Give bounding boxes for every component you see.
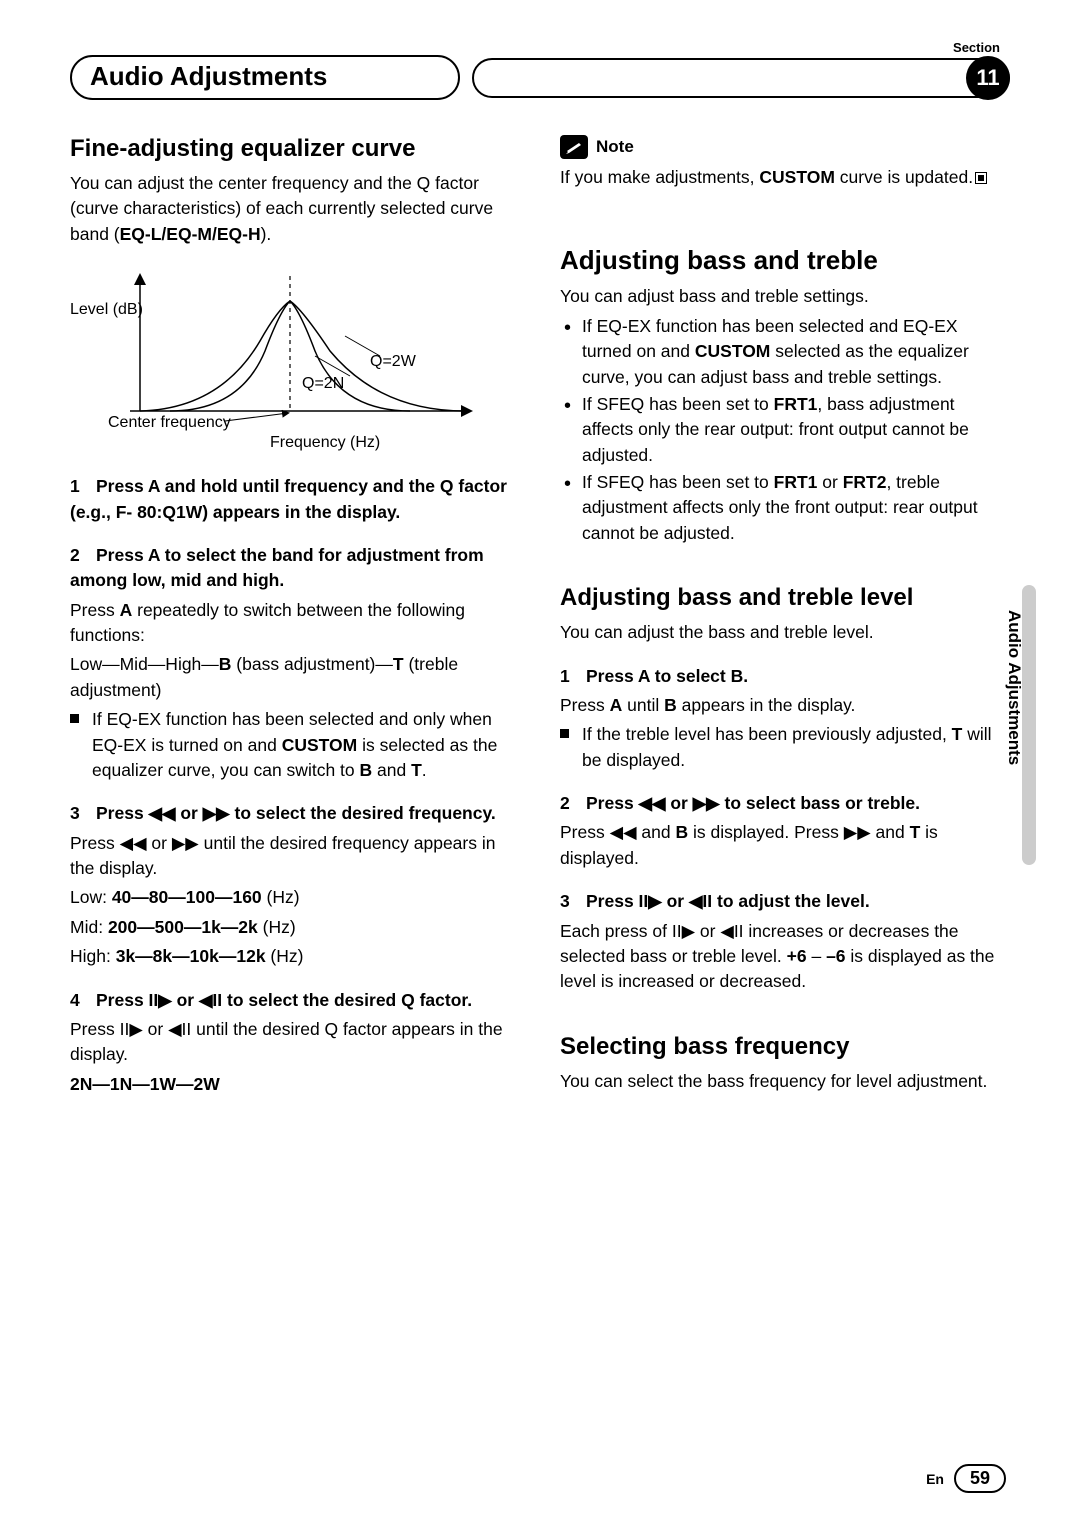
chapter-title: Audio Adjustments [90,61,327,92]
note-icon [560,135,588,159]
section-capsule: 11 [472,58,1010,98]
freq-low: Low: 40—80—100—160 (Hz) [70,885,520,910]
step-4: 4Press II▶ or ◀II to select the desired … [70,988,520,1013]
right-column: Note If you make adjustments, CUSTOM cur… [560,135,1010,1101]
level-intro: You can adjust the bass and treble level… [560,620,1010,645]
freq-high: High: 3k—8k—10k—12k (Hz) [70,944,520,969]
diagram-level-label: Level (dB) [70,301,143,318]
heading-adjust-bass-treble: Adjusting bass and treble [560,245,1010,276]
footer-page: 59 [954,1464,1006,1493]
lvl-step-1: 1Press A to select B. [560,664,1010,689]
step-2-body-1: Press A repeatedly to switch between the… [70,598,520,649]
heading-level: Adjusting bass and treble level [560,584,1010,612]
side-tab-bg [1022,585,1036,865]
select-bass-intro: You can select the bass frequency for le… [560,1069,1010,1094]
lvl-step-1-note: If the treble level has been previously … [560,722,1010,773]
freq-mid: Mid: 200—500—1k—2k (Hz) [70,915,520,940]
diagram-q2n: Q=2N [302,375,344,392]
end-mark-icon [975,172,987,184]
diagram-q2w: Q=2W [370,353,417,370]
step-2-body-2: Low—Mid—High—B (bass adjustment)—T (treb… [70,652,520,703]
heading-select-bass-freq: Selecting bass frequency [560,1033,1010,1061]
step-4-body: Press II▶ or ◀II until the desired Q fac… [70,1017,520,1068]
section-number-badge: 11 [966,56,1010,100]
lvl-step-2-body: Press ◀◀ and B is displayed. Press ▶▶ an… [560,820,1010,871]
step-2-note: If EQ-EX function has been selected and … [70,707,520,783]
fine-intro: You can adjust the center frequency and … [70,171,520,247]
title-capsule: Audio Adjustments [70,55,460,100]
note-header: Note [560,135,1010,159]
heading-fine-adjusting: Fine-adjusting equalizer curve [70,135,520,163]
bass-intro: You can adjust bass and treble settings. [560,284,1010,309]
diagram-freq-label: Frequency (Hz) [270,434,380,451]
lvl-step-1-body: Press A until B appears in the display. [560,693,1010,718]
bass-bullet-1: If EQ-EX function has been selected and … [560,314,1010,390]
bass-bullet-2: If SFEQ has been set to FRT1, bass adjus… [560,392,1010,468]
note-body: If you make adjustments, CUSTOM curve is… [560,165,1010,190]
eq-curve-diagram: Level (dB) Q=2N Q=2W Center frequency Fr… [70,261,520,456]
diagram-center-label: Center frequency [108,414,231,431]
lvl-step-3-body: Each press of II▶ or ◀II increases or de… [560,919,1010,995]
step-2: 2Press A to select the band for adjustme… [70,543,520,594]
section-label: Section [953,40,1000,55]
q-values: 2N—1N—1W—2W [70,1072,520,1097]
left-column: Fine-adjusting equalizer curve You can a… [70,135,520,1101]
step-3-body: Press ◀◀ or ▶▶ until the desired frequen… [70,831,520,882]
bass-bullet-3: If SFEQ has been set to FRT1 or FRT2, tr… [560,470,1010,546]
page-header: Audio Adjustments 11 [70,55,1010,100]
side-tab-label: Audio Adjustments [1004,610,1024,765]
lvl-step-2: 2Press ◀◀ or ▶▶ to select bass or treble… [560,791,1010,816]
note-label: Note [596,137,634,157]
step-3: 3Press ◀◀ or ▶▶ to select the desired fr… [70,801,520,826]
footer-lang: En [926,1471,944,1487]
page-footer: En 59 [926,1464,1006,1493]
lvl-step-3: 3Press II▶ or ◀II to adjust the level. [560,889,1010,914]
step-1: 1Press A and hold until frequency and th… [70,474,520,525]
